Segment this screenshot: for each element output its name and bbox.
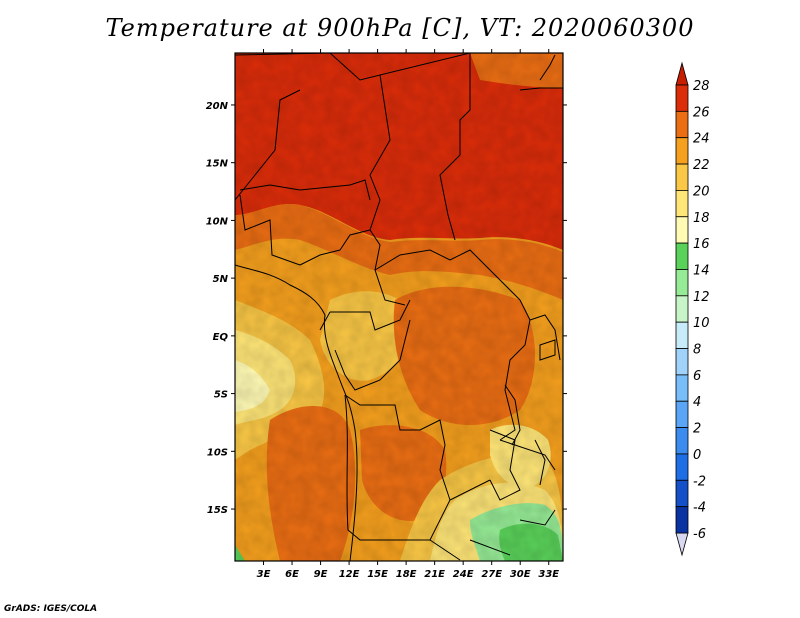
colorbar-swatch — [675, 84, 689, 112]
colorbar-label: 10 — [693, 316, 710, 331]
footer-credit: GrADS: IGES/COLA — [4, 604, 98, 614]
colorbar-swatch — [675, 269, 689, 297]
border-north — [235, 53, 471, 81]
colorbar-swatch — [675, 110, 689, 139]
colorbar-label: 16 — [693, 237, 710, 252]
colorbar-swatch — [675, 506, 689, 534]
lat-tick-label: 5N — [213, 274, 229, 285]
border-congo — [319, 311, 411, 391]
latitude-axis: 20N 15N 10N 5N EQ 5S 10S 15S — [206, 101, 567, 516]
colorbar-label: 4 — [693, 395, 701, 410]
lat-tick-label: 10S — [207, 447, 228, 458]
colorbar-label: -2 — [693, 474, 706, 489]
country-borders — [235, 53, 563, 561]
border-red-sea — [539, 54, 556, 81]
border-malawi-zambia — [489, 429, 521, 501]
colorbar-swatch — [675, 216, 689, 244]
border-car — [374, 249, 521, 301]
lon-tick-label: 30E — [510, 569, 531, 580]
colorbar-label: 2 — [693, 422, 701, 437]
colorbar-swatch — [675, 374, 689, 402]
lon-tick-label: 15E — [367, 569, 388, 580]
colorbar-swatch — [675, 479, 689, 508]
border-angola-namibia — [344, 394, 491, 541]
lat-tick-label: 5S — [214, 390, 228, 401]
border-south — [429, 539, 511, 561]
border-algeria-mali — [235, 89, 301, 201]
colorbar-label: 14 — [693, 263, 710, 278]
border-egypt — [519, 87, 563, 91]
colorbar-swatch — [675, 295, 689, 323]
lat-tick-label: 15S — [207, 505, 228, 516]
colorbar-swatch — [675, 190, 689, 218]
border-mozambique — [519, 509, 556, 526]
lon-tick-label: 27E — [481, 569, 502, 580]
temperature-field — [235, 53, 563, 561]
map-title: Temperature at 900hPa [C], VT: 202006030… — [105, 14, 695, 42]
colorbar-label: 12 — [693, 290, 710, 305]
lat-tick-label: 15N — [206, 159, 229, 170]
colorbar-label: 0 — [693, 448, 701, 463]
colorbar-swatch — [675, 242, 689, 270]
colorbar-swatch — [675, 453, 689, 481]
colorbar-swatch — [675, 137, 689, 165]
lat-tick-label: EQ — [213, 332, 229, 343]
colorbar-label: -6 — [693, 527, 706, 542]
lake-malawi — [534, 439, 546, 486]
colorbar-label: 8 — [693, 343, 701, 358]
border-chad-sudan — [439, 53, 471, 241]
lon-tick-label: 18E — [396, 569, 417, 580]
colorbar-bottom-arrow — [675, 532, 689, 557]
colorbar-swatch — [675, 427, 689, 455]
colorbar-label: -4 — [693, 501, 706, 516]
longitude-axis: 3E 6E 9E 12E 15E 18E 21E 24E 27E 30E 33E — [257, 49, 559, 580]
colorbar-label: 28 — [693, 79, 710, 94]
coastline-west — [235, 264, 358, 561]
colorbar-top-arrow — [675, 61, 689, 86]
field-texture — [235, 53, 563, 561]
colorbar-label: 18 — [693, 211, 710, 226]
colorbar-label: 20 — [693, 184, 710, 199]
colorbar-label: 6 — [693, 369, 701, 384]
border-cameroon — [299, 229, 406, 306]
colorbar-swatch — [675, 321, 689, 349]
lake-victoria — [539, 339, 556, 361]
map-frame — [234, 52, 564, 562]
lon-tick-label: 33E — [538, 569, 559, 580]
border-gabon-congo — [330, 299, 411, 331]
lon-tick-label: 24E — [453, 569, 474, 580]
border-tanzania — [499, 439, 556, 471]
colorbar-label: 24 — [693, 132, 710, 147]
border-angola-drc — [344, 394, 451, 501]
lon-tick-label: 9E — [314, 569, 328, 580]
lat-tick-label: 10N — [206, 216, 229, 227]
colorbar-label: 26 — [693, 105, 710, 120]
colorbar-swatch — [675, 348, 689, 376]
colorbar-label: 22 — [693, 158, 710, 173]
colorbar-swatch — [675, 163, 689, 191]
lon-tick-label: 12E — [339, 569, 360, 580]
border-benin — [239, 194, 301, 266]
lon-tick-label: 21E — [424, 569, 445, 580]
lon-tick-label: 3E — [257, 569, 271, 580]
border-niger-nigeria — [239, 179, 371, 201]
border-niger-chad — [369, 74, 391, 231]
lon-tick-label: 6E — [285, 569, 299, 580]
lat-tick-label: 20N — [206, 101, 229, 112]
colorbar-swatch — [675, 400, 689, 428]
lake-tanganyika — [504, 384, 521, 446]
border-uganda — [529, 314, 561, 361]
